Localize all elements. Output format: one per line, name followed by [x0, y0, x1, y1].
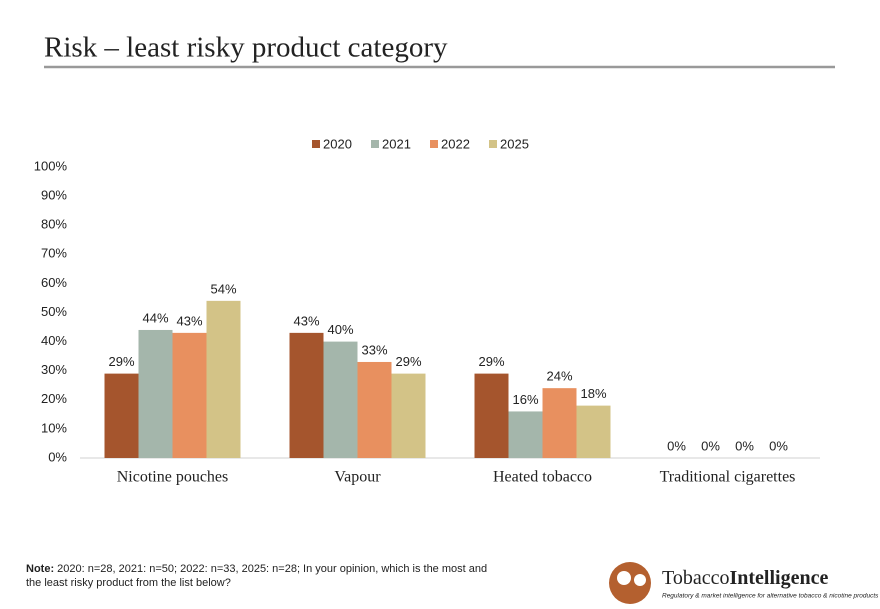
data-label: 29% — [395, 354, 421, 369]
legend-swatch — [371, 140, 379, 148]
logo-eye — [634, 574, 646, 586]
tagline: Regulatory & market intelligence for alt… — [662, 593, 879, 600]
logo-eye — [617, 571, 631, 585]
legend-swatch — [430, 140, 438, 148]
logo-part: Tobacco — [662, 567, 729, 589]
bar — [206, 300, 241, 458]
note: Note: 2020: n=28, 2021: n=50; 2022: n=33… — [26, 563, 487, 575]
legend-label: 2022 — [441, 136, 470, 151]
bar — [323, 341, 358, 458]
data-label: 40% — [327, 322, 353, 337]
legend-label: 2020 — [323, 136, 352, 151]
logo-part: Intelligence — [729, 567, 828, 589]
y-tick-label: 60% — [41, 275, 67, 290]
legend-swatch — [312, 140, 320, 148]
y-tick-label: 100% — [34, 158, 68, 173]
data-label: 24% — [546, 369, 572, 384]
bar — [138, 329, 173, 458]
y-tick-label: 0% — [48, 449, 67, 464]
bar — [391, 373, 426, 458]
data-label: 0% — [769, 438, 788, 453]
note-text-1: 2020: n=28, 2021: n=50; 2022: n=33, 2025… — [57, 563, 487, 575]
note-cont: the least risky product from the list be… — [26, 577, 231, 589]
legend-swatch — [489, 140, 497, 148]
bar — [357, 361, 392, 458]
data-label: 43% — [293, 313, 319, 328]
x-tick-label: Vapour — [334, 469, 381, 486]
logo-circle — [609, 562, 651, 604]
logo-icon — [609, 562, 651, 604]
data-label: 0% — [701, 438, 720, 453]
y-tick-label: 20% — [41, 391, 67, 406]
note-label: Note: — [26, 563, 54, 575]
x-tick-label: Nicotine pouches — [117, 469, 229, 486]
data-label: 29% — [108, 354, 134, 369]
bar — [508, 411, 543, 458]
y-tick-label: 90% — [41, 188, 67, 203]
legend-label: 2021 — [382, 136, 411, 151]
bar — [289, 332, 324, 458]
data-label: 29% — [478, 354, 504, 369]
data-label: 33% — [361, 342, 387, 357]
data-label: 54% — [210, 281, 236, 296]
data-label: 16% — [512, 392, 538, 407]
y-tick-label: 40% — [41, 333, 67, 348]
legend-label: 2025 — [500, 136, 529, 151]
bar — [474, 373, 509, 458]
bar — [576, 405, 611, 458]
bar — [104, 373, 139, 458]
data-label: 18% — [580, 386, 606, 401]
data-label: 44% — [142, 310, 168, 325]
y-tick-label: 50% — [41, 304, 67, 319]
logo-text: TobaccoIntelligence — [662, 567, 828, 589]
data-label: 0% — [667, 438, 686, 453]
x-tick-label: Traditional cigarettes — [660, 469, 796, 486]
y-tick-label: 10% — [41, 420, 67, 435]
bar — [172, 332, 207, 458]
data-label: 0% — [735, 438, 754, 453]
data-label: 43% — [176, 313, 202, 328]
x-tick-label: Heated tobacco — [493, 469, 592, 486]
bar — [542, 388, 577, 458]
y-tick-label: 80% — [41, 217, 67, 232]
y-tick-label: 30% — [41, 362, 67, 377]
y-tick-label: 70% — [41, 246, 67, 261]
chart-title: Risk – least risky product category — [44, 32, 448, 64]
